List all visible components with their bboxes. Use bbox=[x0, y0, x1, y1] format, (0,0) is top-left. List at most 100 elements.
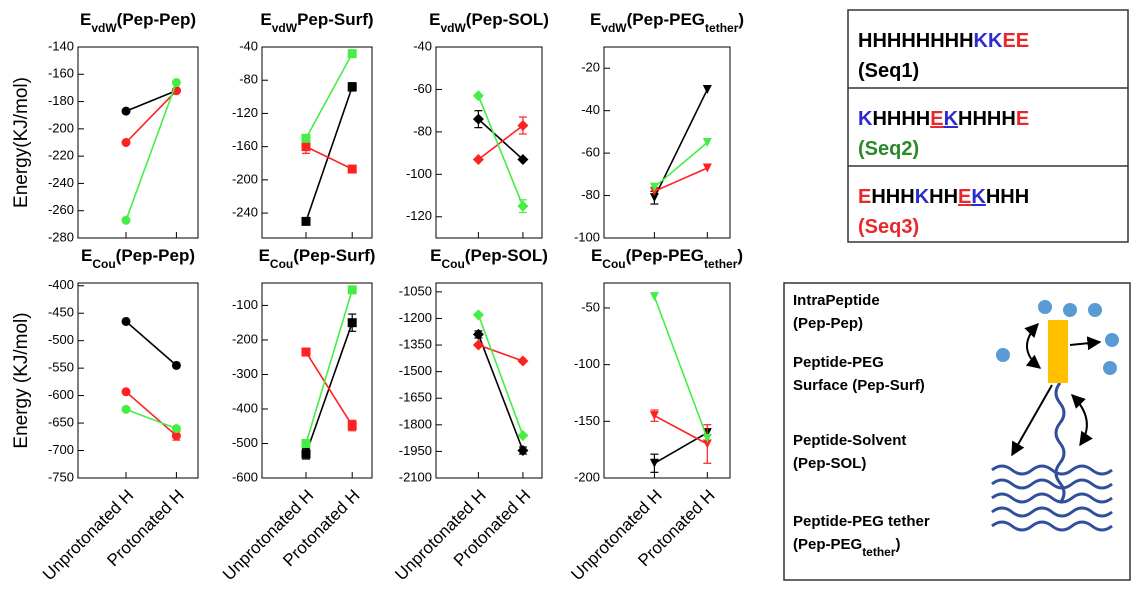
y-tick-label: -100 bbox=[574, 356, 600, 371]
y-tick-label: -40 bbox=[581, 102, 600, 117]
plot-frame bbox=[77, 282, 199, 479]
y-tick-label: -1050 bbox=[399, 283, 432, 298]
series-line bbox=[125, 391, 177, 437]
x-tick-label: Unprotonated H bbox=[567, 486, 665, 584]
series-line bbox=[653, 431, 708, 464]
chart-title: ECou(Pep-SOL) bbox=[430, 246, 548, 271]
point bbox=[121, 404, 131, 414]
text-part: (Pep-PEG bbox=[627, 10, 705, 29]
y-tick-label: -150 bbox=[574, 413, 600, 428]
point bbox=[702, 138, 712, 147]
term-line: (Pep-SOL) bbox=[793, 455, 866, 472]
subscript: tether bbox=[704, 257, 738, 271]
y-tick-label: -140 bbox=[48, 38, 74, 53]
point bbox=[472, 339, 484, 351]
sequence-part: E bbox=[858, 186, 871, 208]
series-line bbox=[125, 89, 177, 112]
series-line bbox=[305, 289, 353, 444]
sequence-part: K bbox=[971, 186, 986, 208]
y-tick-label: -120 bbox=[232, 105, 258, 120]
terms-box bbox=[783, 282, 1131, 581]
subscript: Cou bbox=[441, 257, 464, 271]
y-tick-label: -650 bbox=[48, 415, 74, 430]
point bbox=[649, 458, 659, 468]
point bbox=[649, 193, 659, 203]
point bbox=[347, 82, 357, 92]
sequence-part: HHHHHHHH bbox=[858, 30, 974, 52]
sequence-part: E bbox=[930, 108, 943, 130]
point bbox=[171, 77, 181, 87]
sequence-label: (Seq3) bbox=[858, 216, 919, 238]
sequence-part: EE bbox=[1002, 30, 1029, 52]
y-tick-label: -500 bbox=[48, 332, 74, 347]
point bbox=[171, 431, 181, 441]
y-tick-label: -1800 bbox=[399, 416, 432, 431]
sequence: HHHHHHHHKKEE bbox=[858, 30, 1029, 52]
y-tick-label: -120 bbox=[406, 208, 432, 223]
chart-title: ECou(Pep-Surf) bbox=[259, 246, 376, 271]
y-tick-label: -50 bbox=[581, 299, 600, 314]
series-line bbox=[478, 344, 524, 362]
chart-title: EvdW(Pep-PEGtether) bbox=[590, 10, 744, 35]
point bbox=[301, 216, 311, 226]
subscript: vdW bbox=[601, 21, 627, 35]
point bbox=[472, 309, 484, 321]
point bbox=[347, 164, 357, 174]
y-tick-label: -200 bbox=[232, 331, 258, 346]
y-tick-label: -300 bbox=[232, 366, 258, 381]
plot-frame bbox=[603, 282, 731, 479]
subscript: Cou bbox=[602, 257, 625, 271]
y-tick-label: -160 bbox=[48, 66, 74, 81]
point bbox=[347, 285, 357, 295]
y-tick-label: -400 bbox=[48, 277, 74, 292]
y-tick-label: -1950 bbox=[399, 443, 432, 458]
subscript: tether bbox=[705, 21, 739, 35]
term-line: Peptide-Solvent bbox=[793, 432, 906, 449]
point bbox=[121, 215, 131, 225]
text-part: (Pep-SOL) bbox=[466, 10, 549, 29]
plot-frame bbox=[435, 282, 543, 479]
y-tick-label: -100 bbox=[406, 166, 432, 181]
text-part: E bbox=[260, 10, 271, 29]
text-part: ) bbox=[738, 10, 744, 29]
text-part: E bbox=[81, 246, 92, 265]
point bbox=[347, 49, 357, 59]
series-line bbox=[653, 296, 709, 439]
y-tick-label: -220 bbox=[48, 148, 74, 163]
text-part: ) bbox=[737, 246, 743, 265]
sequence: KHHHHEKHHHHE bbox=[858, 108, 1029, 130]
chart-title: EvdW(Pep-SOL) bbox=[429, 10, 549, 35]
point bbox=[121, 387, 131, 397]
y-tick-label: -240 bbox=[232, 205, 258, 220]
sequence-part: K bbox=[858, 108, 873, 130]
y-tick-label: -750 bbox=[48, 469, 74, 484]
point bbox=[472, 90, 484, 102]
sequence-part: E bbox=[1016, 108, 1029, 130]
point bbox=[649, 182, 659, 192]
series-line bbox=[654, 414, 708, 445]
x-tick-label: Unprotonated H bbox=[39, 486, 137, 584]
y-tick-label: -600 bbox=[232, 469, 258, 484]
text-part: E bbox=[590, 10, 601, 29]
series-line bbox=[305, 351, 353, 426]
y-tick-label: -80 bbox=[413, 123, 432, 138]
y-axis-label: Energy (KJ/mol) bbox=[11, 312, 32, 448]
text-part: E bbox=[591, 246, 602, 265]
text-part: E bbox=[430, 246, 441, 265]
chart-title: ECou(Pep-Pep) bbox=[81, 246, 195, 271]
point bbox=[649, 411, 659, 421]
point bbox=[472, 328, 484, 340]
point bbox=[702, 84, 712, 94]
point bbox=[301, 449, 311, 459]
text-part: IntraPeptide bbox=[793, 292, 880, 309]
y-tick-label: -40 bbox=[413, 38, 432, 53]
subscript: vdW bbox=[272, 21, 298, 35]
series-line bbox=[305, 145, 353, 170]
series-line bbox=[305, 86, 353, 222]
point bbox=[702, 439, 712, 449]
schematic bbox=[991, 300, 1119, 532]
sequence-box bbox=[847, 9, 1129, 243]
plot-frame bbox=[435, 46, 543, 239]
sequence-part: HHHH bbox=[958, 108, 1016, 130]
